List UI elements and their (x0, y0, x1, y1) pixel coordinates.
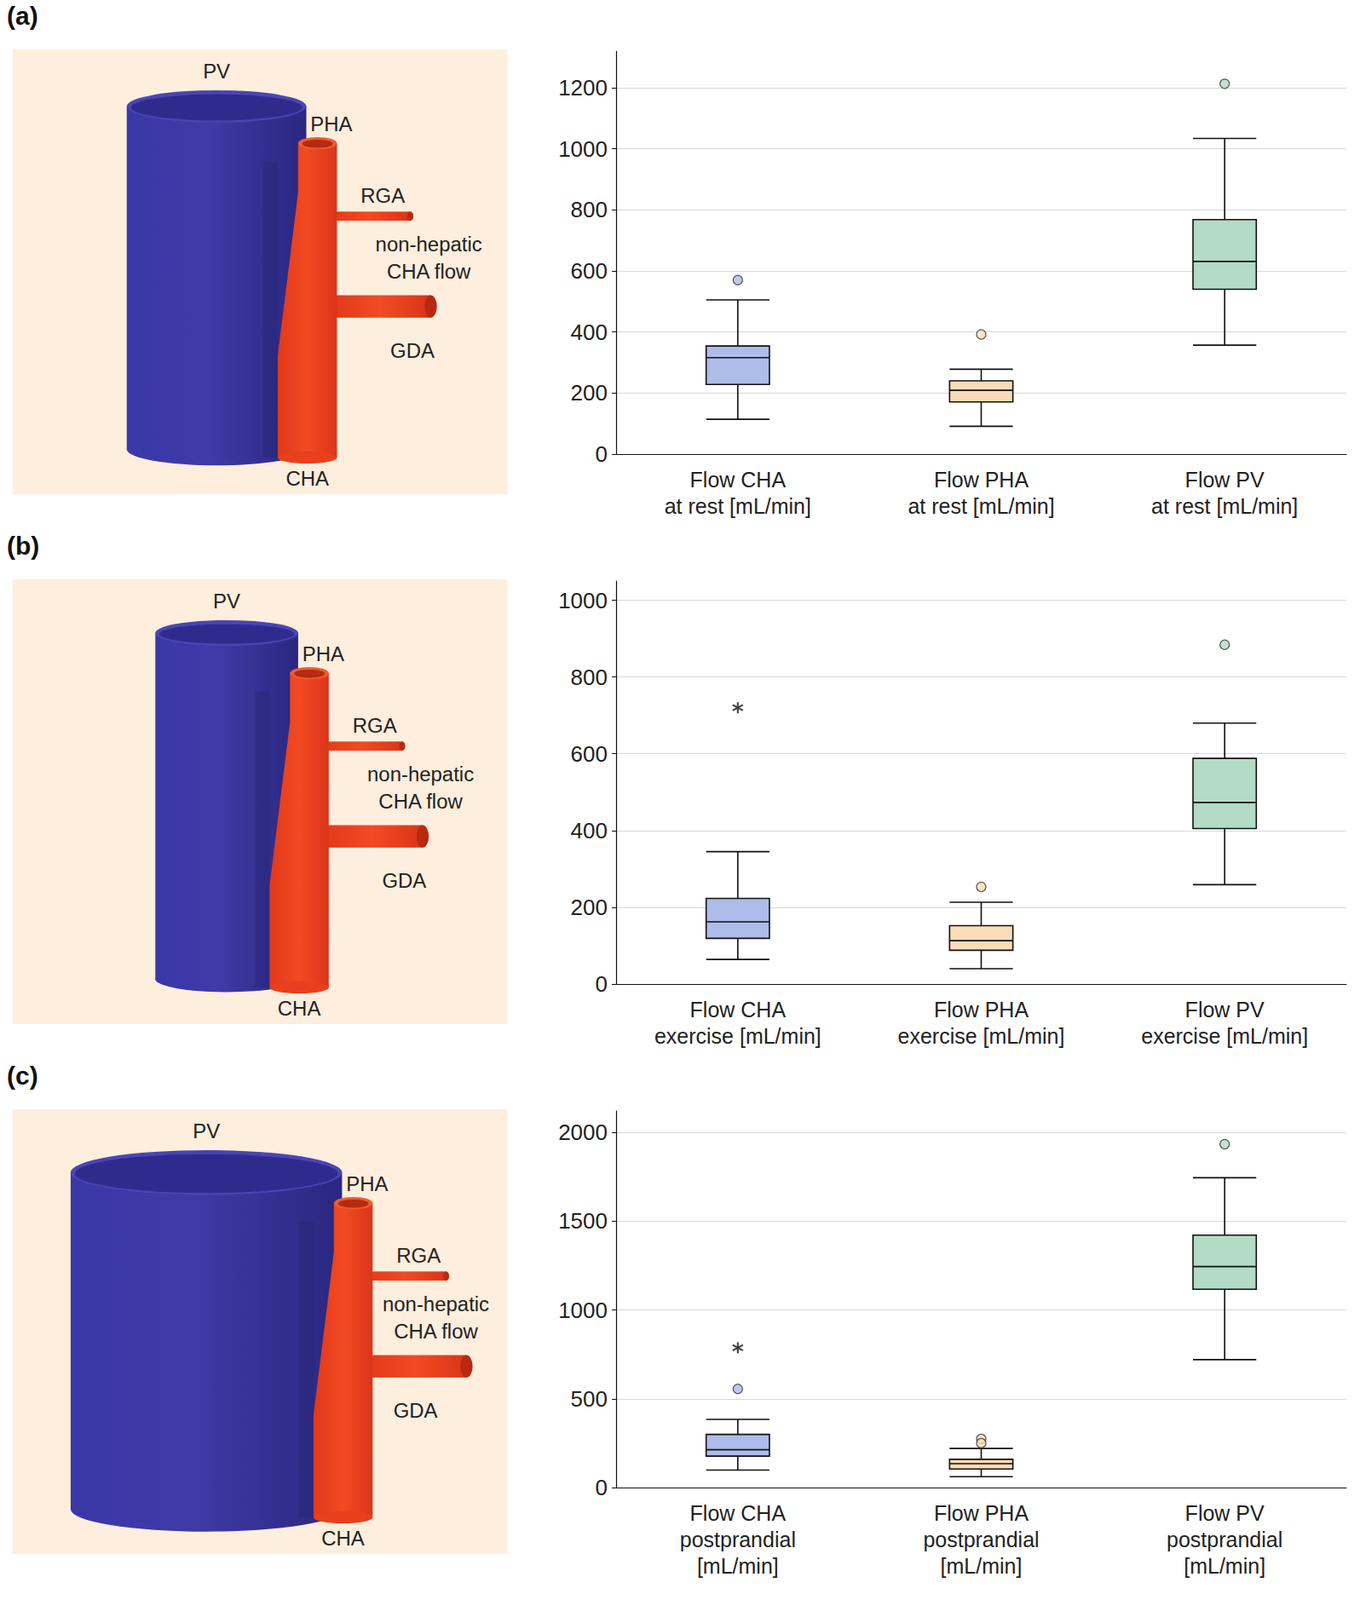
html-text:(c): (c) (6, 1061, 39, 1090)
svg-text:GDA: GDA (381, 869, 427, 893)
svg-text:non-hepatic: non-hepatic (375, 232, 483, 256)
svg-text:CHA flow: CHA flow (393, 1319, 479, 1343)
svg-text:Flow PV: Flow PV (1185, 467, 1265, 492)
svg-text:PHA: PHA (310, 112, 352, 136)
svg-text:PV: PV (213, 589, 241, 613)
svg-text:postprandial: postprandial (922, 1527, 1039, 1552)
svg-text:CHA: CHA (285, 466, 329, 490)
svg-text:1000: 1000 (558, 136, 608, 162)
svg-text:0: 0 (595, 1475, 608, 1501)
svg-text:CHA: CHA (277, 996, 322, 1020)
svg-text:1500: 1500 (558, 1208, 608, 1234)
svg-text:0: 0 (595, 441, 608, 467)
svg-text:Flow PV: Flow PV (1185, 1501, 1265, 1526)
svg-text:200: 200 (570, 380, 608, 406)
svg-text:Flow PHA: Flow PHA (933, 467, 1029, 492)
svg-text:1000: 1000 (558, 1297, 608, 1324)
svg-text:500: 500 (570, 1386, 608, 1412)
svg-text:RGA: RGA (352, 714, 398, 738)
svg-text:800: 800 (570, 664, 608, 691)
svg-text:600: 600 (570, 741, 608, 767)
svg-text:400: 400 (570, 319, 608, 346)
svg-text:at rest [mL/min]: at rest [mL/min] (1151, 494, 1298, 519)
svg-text:Flow PHA: Flow PHA (933, 997, 1029, 1022)
svg-text:Flow CHA: Flow CHA (690, 1501, 787, 1526)
svg-text:CHA flow: CHA flow (378, 789, 463, 813)
svg-text:PV: PV (202, 59, 231, 83)
svg-text:[mL/min]: [mL/min] (697, 1554, 779, 1579)
svg-text:0: 0 (595, 971, 608, 997)
svg-text:at rest [mL/min]: at rest [mL/min] (907, 494, 1055, 519)
svg-text:GDA: GDA (390, 339, 435, 363)
svg-text:[mL/min]: [mL/min] (1183, 1554, 1266, 1579)
svg-text:GDA: GDA (393, 1399, 438, 1423)
svg-text:RGA: RGA (360, 184, 405, 208)
svg-text:exercise [mL/min]: exercise [mL/min] (1141, 1024, 1309, 1049)
svg-text:PHA: PHA (302, 642, 345, 666)
svg-text:at rest [mL/min]: at rest [mL/min] (664, 494, 812, 519)
svg-text:600: 600 (570, 258, 608, 284)
svg-text:non-hepatic: non-hepatic (367, 762, 474, 786)
svg-text:CHA flow: CHA flow (386, 259, 472, 283)
svg-text:1200: 1200 (558, 74, 608, 101)
svg-text:Flow CHA: Flow CHA (690, 997, 787, 1022)
svg-text:2000: 2000 (558, 1119, 608, 1146)
svg-text:Flow CHA: Flow CHA (690, 467, 787, 492)
svg-text:PV: PV (192, 1119, 220, 1143)
svg-text:400: 400 (570, 818, 608, 844)
svg-text:[mL/min]: [mL/min] (940, 1554, 1023, 1579)
svg-text:non-hepatic: non-hepatic (382, 1292, 490, 1316)
svg-text:1000: 1000 (558, 587, 608, 614)
svg-text:Flow PV: Flow PV (1185, 997, 1265, 1022)
svg-text:CHA: CHA (321, 1527, 365, 1551)
svg-text:postprandial: postprandial (680, 1527, 796, 1552)
svg-text:RGA: RGA (396, 1244, 441, 1268)
svg-text:postprandial: postprandial (1166, 1527, 1283, 1552)
html-text:(b): (b) (6, 531, 40, 560)
html-text:(a): (a) (6, 1, 39, 30)
svg-text:800: 800 (570, 196, 608, 223)
svg-text:PHA: PHA (345, 1172, 388, 1196)
svg-text:exercise [mL/min]: exercise [mL/min] (898, 1024, 1066, 1049)
svg-text:Flow PHA: Flow PHA (933, 1501, 1029, 1526)
svg-text:exercise [mL/min]: exercise [mL/min] (654, 1024, 822, 1049)
svg-text:200: 200 (570, 894, 608, 921)
